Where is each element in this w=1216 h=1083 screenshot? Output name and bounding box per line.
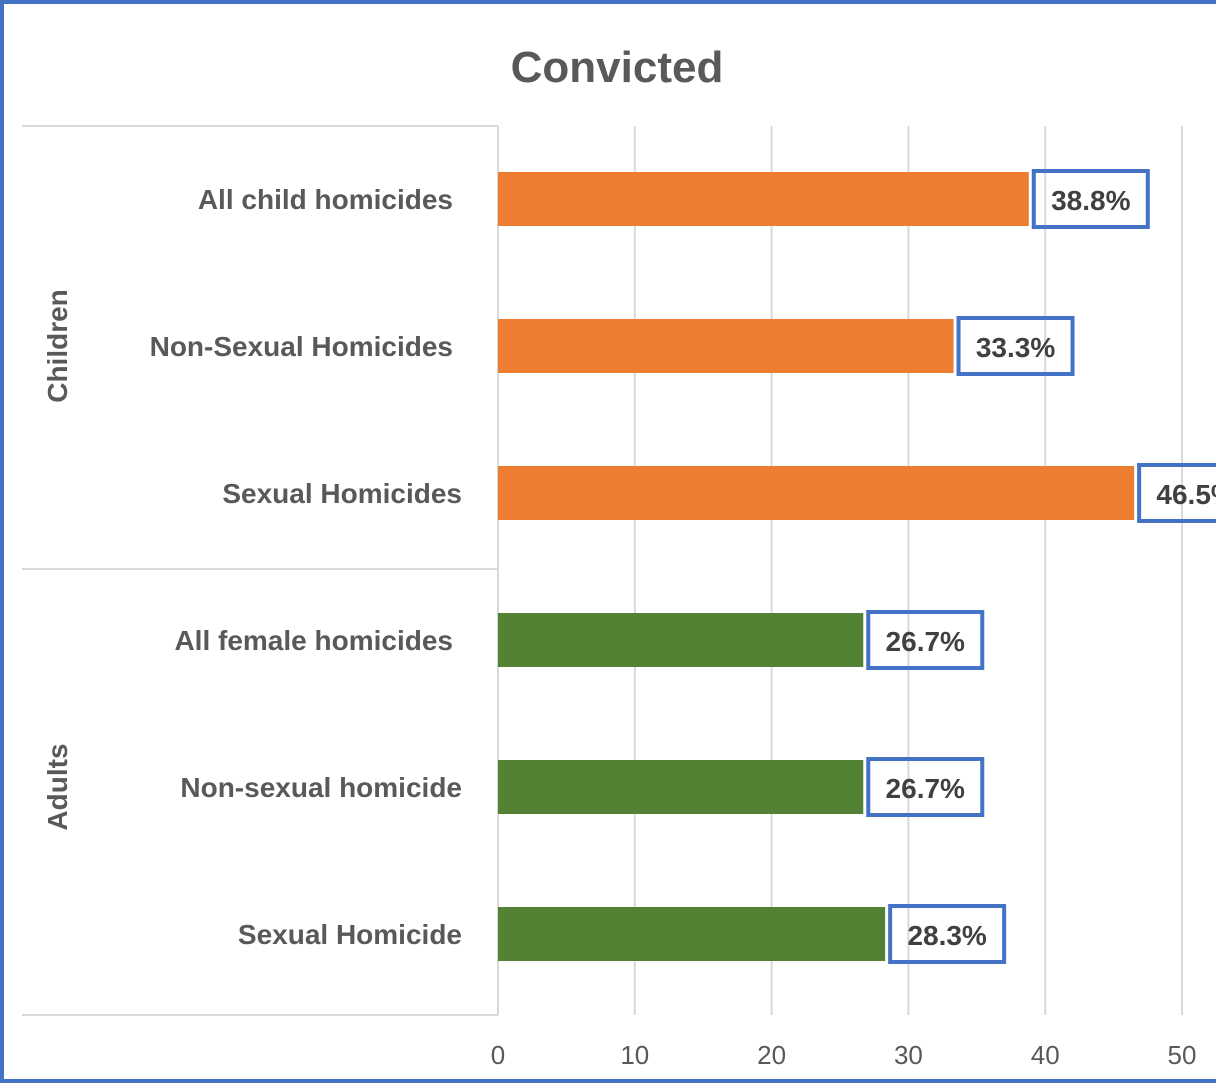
data-label: 38.8% [1051,185,1130,216]
bars: All child homicides 38.8% Non-Sexual Homic… [42,169,1216,964]
data-label: 33.3% [976,332,1055,363]
data-label: 46.5% [1156,479,1216,510]
data-label-box [1031,169,1150,229]
category-label: All female homicides [174,625,453,656]
x-axis-ticks: 0 10 20 30 40 50 [491,1040,1197,1070]
bar [498,613,864,667]
category-label: Sexual Homicides [222,478,462,509]
x-tick-label: 40 [1031,1040,1060,1070]
data-label-box [866,610,985,670]
data-label-box [866,757,985,817]
x-tick-label: 10 [620,1040,649,1070]
category-label: Non-Sexual Homicides [150,331,453,362]
data-label-box [888,904,1007,964]
group-label: Adults [42,743,73,830]
category-label: Non-sexual homicide [180,772,462,803]
chart-title: Convicted [511,43,724,92]
data-label: 26.7% [886,773,965,804]
data-label: 26.7% [886,626,965,657]
x-tick-label: 0 [491,1040,505,1070]
bar [498,319,954,373]
bar [498,172,1029,226]
bar [498,760,864,814]
bar [498,466,1135,520]
x-tick-label: 20 [757,1040,786,1070]
data-label-box [956,316,1075,376]
category-axis [22,125,499,1016]
category-label: All child homicides [198,184,453,215]
data-label-box [1137,463,1216,523]
group-label: Children [42,289,73,403]
x-tick-label: 50 [1168,1040,1197,1070]
bar [498,907,886,961]
x-tick-label: 30 [894,1040,923,1070]
gridlines [633,126,1183,1015]
data-label: 28.3% [907,920,986,951]
category-label: Sexual Homicide [238,919,462,950]
